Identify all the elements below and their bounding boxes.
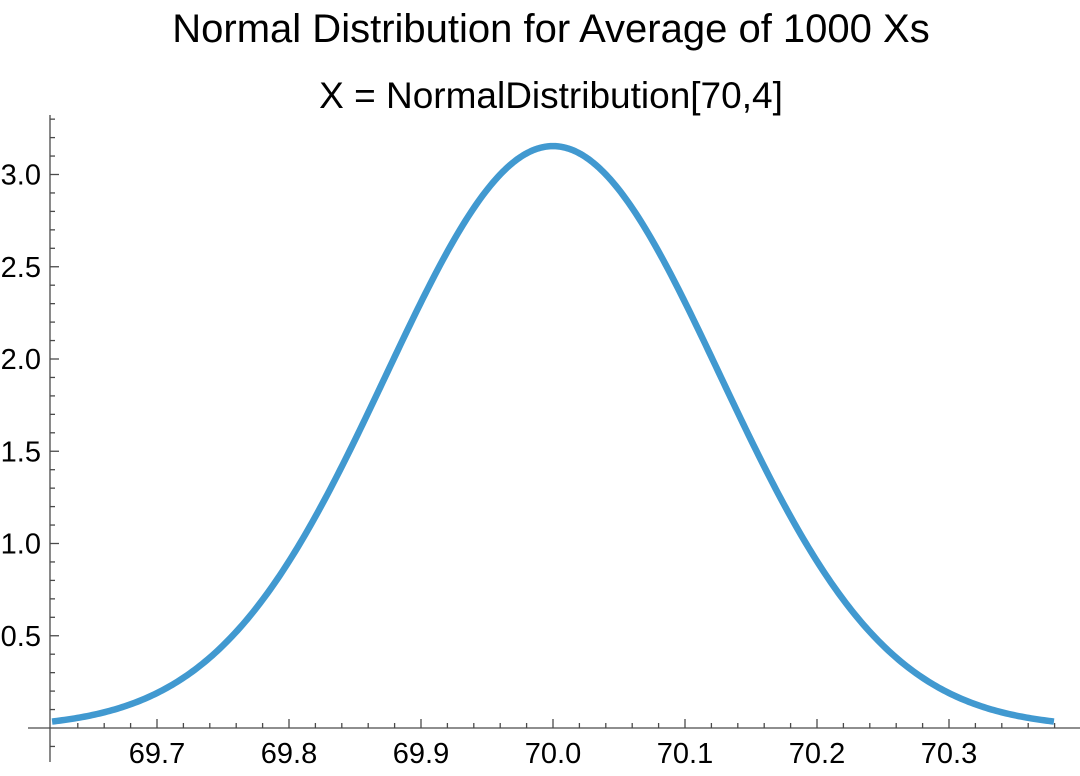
x-tick-label: 69.9 [393, 738, 449, 770]
y-tick-label: 1.5 [1, 436, 41, 468]
y-tick-label: 3.0 [1, 160, 41, 192]
x-tick-label: 70.3 [921, 738, 977, 770]
tick-labels: 69.7 69.8 69.9 70.0 70.1 70.2 70.3 0.5 1.0 1.5 2.0… [1, 160, 978, 771]
x-tick-label: 70.0 [525, 738, 581, 770]
chart-subtitle: X = NormalDistribution[70,4] [319, 75, 783, 116]
x-tick-label: 70.1 [657, 738, 713, 770]
axes [28, 115, 1080, 762]
x-tick-label: 70.2 [789, 738, 845, 770]
y-tick-label: 0.5 [1, 621, 41, 653]
y-tick-label: 2.5 [1, 252, 41, 284]
distribution-curve [51, 142, 1055, 725]
x-tick-label: 69.8 [261, 738, 317, 770]
tick-marks [50, 118, 1056, 748]
y-tick-label: 1.0 [1, 529, 41, 561]
chart-title: Normal Distribution for Average of 1000 … [172, 7, 929, 51]
y-tick-label: 2.0 [1, 344, 41, 376]
x-tick-label: 69.7 [129, 738, 185, 770]
